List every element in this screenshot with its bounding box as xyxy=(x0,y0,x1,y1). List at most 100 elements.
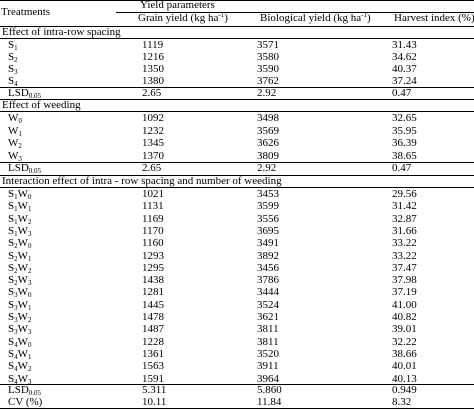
harvest-index-cell: 32.65 xyxy=(392,112,417,124)
cv-hi: 8.32 xyxy=(392,396,412,408)
harvest-index-cell: 37.24 xyxy=(392,75,417,87)
table-row: S3W1 1445 3524 41.00 xyxy=(0,298,474,312)
section-weeding-rule xyxy=(0,111,474,112)
harvest-index-cell: 40.13 xyxy=(392,372,417,385)
harvest-index-cell: 37.47 xyxy=(392,261,417,274)
treatment-cell: S4W0 xyxy=(8,336,32,349)
weeding-letter: W xyxy=(17,372,29,385)
treatment-cell: S3 xyxy=(8,63,18,76)
weeding-letter: W xyxy=(17,311,29,323)
biological-yield-cell: 3626 xyxy=(257,137,279,149)
spacing-lsd-row: LSD0.05 2.65 2.92 0.47 xyxy=(0,87,474,100)
spacing-index: 4 xyxy=(14,352,18,361)
top-rule xyxy=(0,0,474,1)
treatment-cell: S4 xyxy=(8,75,18,88)
spacing-index: 2 xyxy=(14,279,18,288)
grain-yield-cell: 1295 xyxy=(142,261,164,274)
weeding-letter: W xyxy=(17,212,29,225)
cv-row: CV (%) 10.11 11.84 8.32 xyxy=(0,396,474,408)
harvest-index-cell: 40.01 xyxy=(392,360,417,373)
biological-yield-cell: 3892 xyxy=(257,249,279,262)
treatment-letter: W xyxy=(8,112,19,124)
harvest-index-cell: 33.22 xyxy=(392,249,417,262)
biological-yield-cell: 3498 xyxy=(257,112,279,124)
header-group-rule xyxy=(116,12,474,13)
grain-yield-cell: 1216 xyxy=(142,51,164,63)
cv-grain: 10.11 xyxy=(142,396,167,408)
spacing-letter: S xyxy=(8,200,15,213)
table-row: S2W0 1160 3491 33.22 xyxy=(0,237,474,251)
biological-yield-cell: 3911 xyxy=(257,360,279,373)
spacing-letter: S xyxy=(8,360,15,373)
spacing-letter: S xyxy=(8,298,15,311)
spacing-letter: S xyxy=(8,249,15,262)
weeding-letter: W xyxy=(17,274,29,287)
table-row: W2 1345 3626 36.39 xyxy=(0,137,474,150)
lsd-label: LSD0.05 xyxy=(8,162,42,175)
table-row: S1W1 1131 3599 31.42 xyxy=(0,200,474,214)
treatment-cell: S1 xyxy=(8,39,18,52)
table-row: S4W1 1361 3520 38.66 xyxy=(0,347,474,361)
biological-yield-cell: 3762 xyxy=(257,75,279,87)
harvest-index-cell: 31.66 xyxy=(392,224,417,237)
weeding-letter: W xyxy=(17,347,29,360)
weeding-letter: W xyxy=(17,323,29,336)
table-row: S4W0 1228 3811 32.22 xyxy=(0,336,474,349)
treatment-letter: S xyxy=(8,63,15,75)
weeding-index: 2 xyxy=(28,266,32,275)
weeding-letter: W xyxy=(17,200,29,213)
harvest-index-cell: 31.43 xyxy=(392,39,417,51)
biological-yield-cell: 3599 xyxy=(257,200,279,213)
weeding-letter: W xyxy=(17,298,29,311)
weeding-lsd-row: LSD0.05 2.65 2.92 0.47 xyxy=(0,162,474,175)
table-row: W1 1232 3569 35.95 xyxy=(0,124,474,138)
spacing-letter: S xyxy=(8,212,15,225)
interaction-lsd-rule xyxy=(0,384,474,385)
weeding-index: 2 xyxy=(28,217,32,226)
treatment-cell: S2W2 xyxy=(8,262,32,275)
weeding-index: 1 xyxy=(28,303,32,312)
treatment-index: 1 xyxy=(18,129,22,138)
lsd-grain: 2.65 xyxy=(142,162,162,174)
spacing-bottom-rule xyxy=(0,99,474,100)
treatment-cell: S1W0 xyxy=(8,188,32,201)
treatment-cell: S2W0 xyxy=(8,237,32,251)
weeding-letter: W xyxy=(17,360,29,373)
harvest-index-cell: 34.62 xyxy=(392,51,417,63)
weeding-letter: W xyxy=(17,286,29,299)
treatment-cell: S2W1 xyxy=(8,249,32,263)
section-spacing-title: Effect of intra-row spacing xyxy=(2,26,121,38)
treatment-cell: S2W3 xyxy=(8,274,32,288)
grain-yield-cell: 1160 xyxy=(142,237,164,250)
treatment-cell: S3W2 xyxy=(8,311,32,324)
table-row: S4 1380 3762 37.24 xyxy=(0,75,474,88)
table-row: S2W3 1438 3786 37.98 xyxy=(0,274,474,288)
grain-yield-cell: 1131 xyxy=(142,200,164,213)
harvest-index-cell: 37.19 xyxy=(392,286,417,299)
spacing-index: 1 xyxy=(14,217,18,226)
treatment-cell: W0 xyxy=(8,112,22,125)
table-row: S3W2 1478 3621 40.82 xyxy=(0,311,474,324)
grain-yield-cell: 1563 xyxy=(142,360,164,373)
treatment-letter: S xyxy=(8,75,15,87)
spacing-index: 1 xyxy=(14,205,18,214)
weeding-index: 0 xyxy=(28,242,32,251)
spacing-index: 3 xyxy=(14,316,18,324)
table-row: S3W0 1281 3444 37.19 xyxy=(0,286,474,299)
biological-yield-cell: 3569 xyxy=(257,124,279,137)
lsd-hi: 0.949 xyxy=(392,384,417,396)
harvest-index-cell: 39.01 xyxy=(392,323,417,336)
treatment-letter: W xyxy=(8,149,19,162)
biological-yield-cell: 3491 xyxy=(257,237,279,250)
grain-yield-cell: 1591 xyxy=(142,372,164,385)
spacing-index: 3 xyxy=(14,303,18,312)
treatment-index: 0 xyxy=(18,117,22,125)
harvest-index-cell: 37.98 xyxy=(392,274,417,287)
harvest-index-cell: 40.37 xyxy=(392,63,417,75)
weeding-index: 1 xyxy=(28,352,32,361)
weeding-index: 3 xyxy=(28,229,32,238)
treatment-cell: W3 xyxy=(8,149,22,163)
spacing-index: 2 xyxy=(14,254,18,263)
grain-yield-cell: 1293 xyxy=(142,249,164,262)
